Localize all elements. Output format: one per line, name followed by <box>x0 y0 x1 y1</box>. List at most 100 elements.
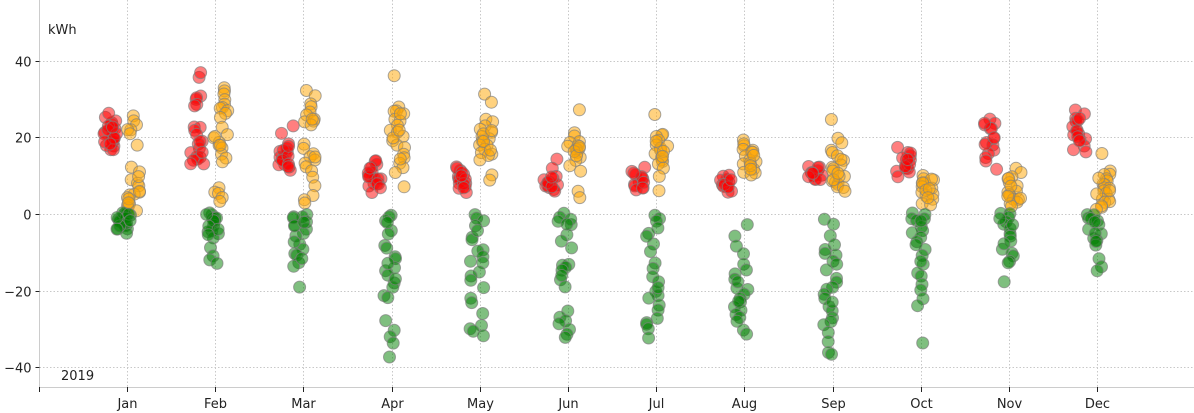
data-point-grid <box>295 252 309 265</box>
data-point-grid <box>1090 264 1104 278</box>
data-point-production <box>220 128 234 142</box>
data-point-consumption <box>891 170 905 184</box>
axes-spines <box>39 0 1194 388</box>
data-point-grid <box>830 257 844 271</box>
data-point-production <box>831 166 845 180</box>
data-point-consumption <box>724 173 738 187</box>
data-point-consumption <box>286 119 300 133</box>
data-point-consumption <box>1073 111 1087 125</box>
x-axis-ticks: Jan Feb Mar Apr May Jun Jul Aug Sep Oct Nov Dec <box>39 387 1110 412</box>
data-point-grid <box>552 317 566 331</box>
data-point-grid <box>555 269 569 282</box>
data-point-consumption <box>1072 134 1086 148</box>
data-point-consumption <box>282 139 296 153</box>
data-point-consumption <box>193 135 207 148</box>
data-point-production <box>473 153 487 167</box>
data-point-grid <box>732 294 746 308</box>
data-point-grid <box>1089 235 1103 248</box>
data-point-grid <box>1001 256 1015 270</box>
data-point-grid <box>642 331 656 345</box>
data-point-grid <box>1088 215 1102 229</box>
x-tick-label: Feb <box>204 397 227 412</box>
data-point-production <box>393 152 407 166</box>
data-point-production <box>133 184 146 198</box>
data-point-production <box>477 135 490 148</box>
data-point-grid <box>640 229 654 243</box>
data-point-grid <box>464 254 477 268</box>
data-point-production <box>563 159 577 173</box>
data-point-consumption <box>103 137 117 151</box>
x-tick-label: Jul <box>648 397 665 412</box>
x-tick-label: Jun <box>557 397 578 412</box>
data-point-consumption <box>102 106 116 120</box>
data-point-grid <box>740 327 754 341</box>
series-production <box>121 69 1117 218</box>
x-tick-label: Dec <box>1085 397 1110 412</box>
data-point-consumption <box>545 170 558 184</box>
data-point-grid <box>993 212 1007 225</box>
x-tick-label: Nov <box>997 397 1023 412</box>
data-point-production <box>652 169 666 183</box>
data-point-consumption <box>188 99 202 113</box>
data-point-production <box>573 140 586 154</box>
data-point-grid <box>731 275 745 289</box>
data-point-production <box>297 141 310 155</box>
x-tick-label: Sep <box>821 397 846 412</box>
data-point-production <box>392 123 406 137</box>
series-consumption <box>97 66 1093 199</box>
data-point-grid <box>471 224 484 238</box>
data-point-grid <box>997 275 1011 289</box>
data-point-production <box>573 191 587 205</box>
data-point-production <box>835 136 849 150</box>
data-point-consumption <box>373 181 387 195</box>
data-point-production <box>215 155 229 169</box>
x-tick-label: May <box>467 397 494 412</box>
data-point-grid <box>293 280 307 294</box>
data-point-grid <box>476 329 490 343</box>
data-point-production <box>838 184 852 198</box>
data-point-production <box>485 124 499 138</box>
data-point-production <box>1095 147 1109 160</box>
y-tick-label: 0 <box>23 209 31 224</box>
data-point-grid <box>476 307 490 320</box>
data-point-grid <box>821 335 835 349</box>
data-point-grid <box>1006 218 1020 232</box>
data-point-production <box>388 166 402 179</box>
data-point-grid <box>465 296 479 310</box>
data-point-grid <box>825 295 839 309</box>
data-point-grid <box>554 234 568 248</box>
data-point-production <box>484 95 498 109</box>
data-point-production <box>130 138 144 152</box>
data-point-consumption <box>197 157 211 171</box>
y-axis-unit-label: kWh <box>48 23 77 38</box>
data-point-production <box>308 150 322 164</box>
data-point-grid <box>558 330 572 344</box>
data-point-production <box>1103 184 1117 198</box>
x-tick-label: Oct <box>910 397 932 412</box>
data-point-production <box>834 152 848 166</box>
data-point-grid <box>997 237 1011 251</box>
data-point-consumption <box>275 126 288 140</box>
data-point-consumption <box>891 140 905 154</box>
data-point-grid <box>827 217 840 231</box>
data-point-grid <box>644 245 657 258</box>
data-point-grid <box>381 227 395 241</box>
data-point-grid <box>819 263 833 277</box>
data-point-production <box>213 138 227 152</box>
data-point-grid <box>558 280 572 294</box>
data-point-grid <box>642 291 656 305</box>
data-point-production <box>484 143 497 157</box>
data-point-consumption <box>454 169 468 183</box>
data-point-grid <box>287 259 301 273</box>
data-point-consumption <box>194 66 208 80</box>
data-point-grid <box>464 273 478 287</box>
data-point-production <box>648 108 662 121</box>
data-point-grid <box>565 241 579 255</box>
data-point-consumption <box>987 131 1001 145</box>
data-point-production <box>483 173 497 187</box>
data-point-production <box>572 103 586 117</box>
data-point-grid <box>560 217 574 231</box>
data-point-grid <box>914 214 928 228</box>
data-point-grid <box>123 214 137 228</box>
data-point-grid <box>739 263 753 277</box>
